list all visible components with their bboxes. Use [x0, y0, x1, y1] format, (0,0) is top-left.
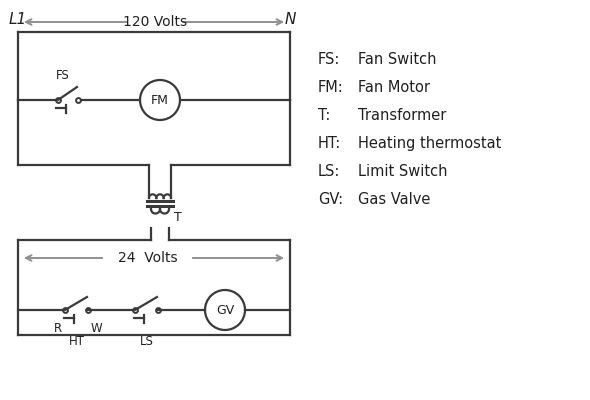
Text: Fan Motor: Fan Motor [358, 80, 430, 95]
Text: R: R [54, 322, 62, 335]
Text: Transformer: Transformer [358, 108, 447, 123]
Text: FM:: FM: [318, 80, 344, 95]
Text: N: N [284, 12, 296, 27]
Text: 24  Volts: 24 Volts [118, 251, 178, 265]
Text: LS: LS [140, 335, 153, 348]
Text: HT:: HT: [318, 136, 341, 151]
Text: FS: FS [56, 69, 70, 82]
Text: Heating thermostat: Heating thermostat [358, 136, 502, 151]
Text: FM: FM [151, 94, 169, 106]
Text: FS:: FS: [318, 52, 340, 67]
Text: Gas Valve: Gas Valve [358, 192, 430, 207]
Text: Fan Switch: Fan Switch [358, 52, 437, 67]
Text: LS:: LS: [318, 164, 340, 179]
Text: GV: GV [216, 304, 234, 316]
Text: Limit Switch: Limit Switch [358, 164, 447, 179]
Text: HT: HT [68, 335, 84, 348]
Text: T: T [174, 211, 182, 224]
Text: 120 Volts: 120 Volts [123, 15, 187, 29]
Text: GV:: GV: [318, 192, 343, 207]
Text: L1: L1 [9, 12, 27, 27]
Text: W: W [91, 322, 103, 335]
Text: T:: T: [318, 108, 330, 123]
